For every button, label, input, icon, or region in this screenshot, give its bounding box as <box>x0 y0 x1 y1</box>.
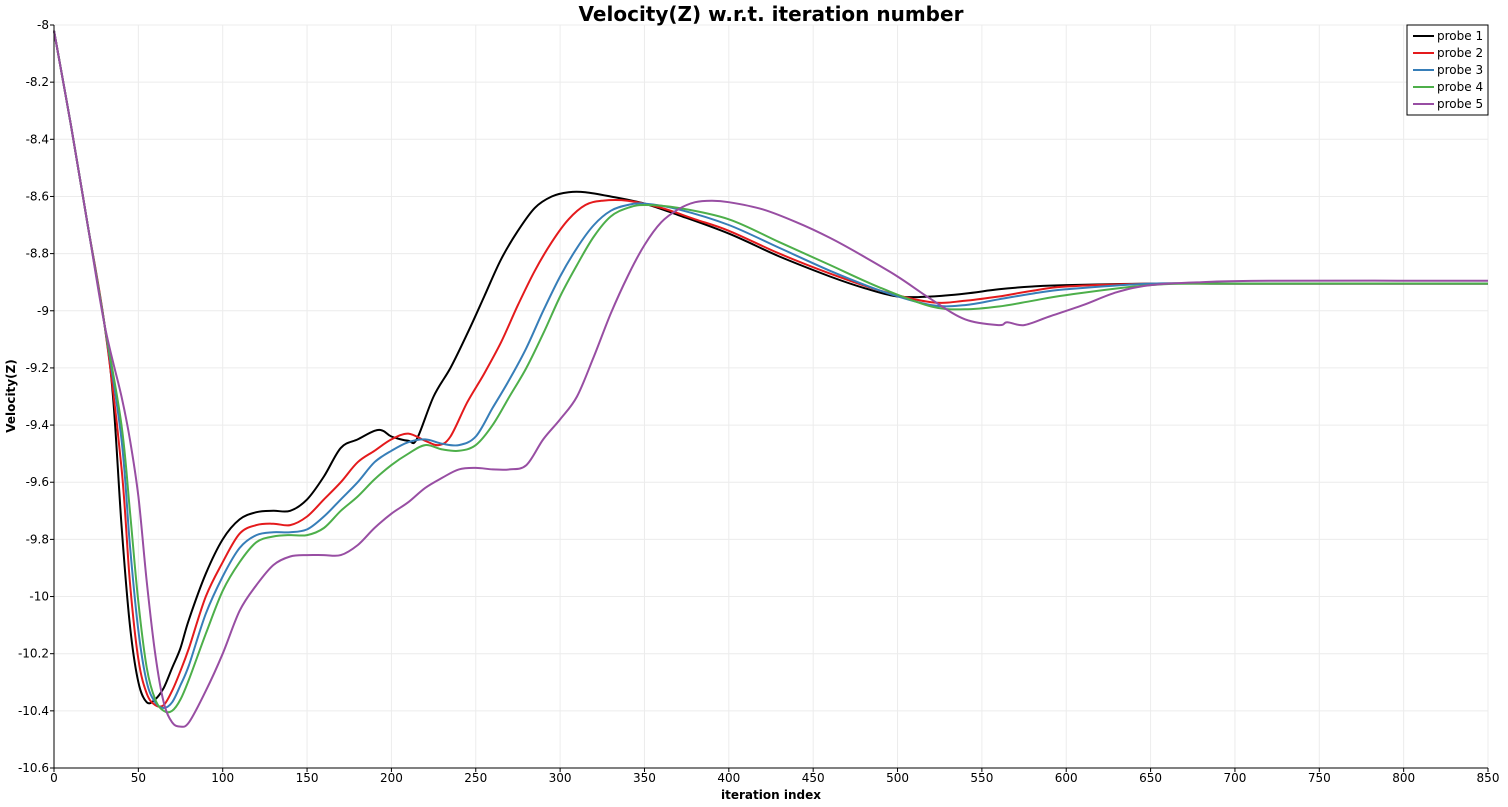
y-axis-title: Velocity(Z) <box>4 359 18 433</box>
x-tick-label: 250 <box>464 771 487 785</box>
series-line-probe-3 <box>53 30 1488 709</box>
x-tick-label: 650 <box>1139 771 1162 785</box>
x-tick-label: 450 <box>802 771 825 785</box>
y-tick-label: -8 <box>37 18 49 32</box>
y-tick-label: -10.2 <box>18 647 49 661</box>
y-tick-label: -10.4 <box>18 704 49 718</box>
series-line-probe-5 <box>53 30 1489 728</box>
x-tick-label: 750 <box>1308 771 1331 785</box>
x-tick-label: 100 <box>211 771 234 785</box>
x-tick-label: 800 <box>1392 771 1415 785</box>
y-tick-label: -8.8 <box>26 247 49 261</box>
x-tick-label: 0 <box>50 771 58 785</box>
x-tick-label: 600 <box>1055 771 1078 785</box>
legend-label: probe 5 <box>1437 97 1483 111</box>
legend-label: probe 4 <box>1437 80 1483 94</box>
x-tick-label: 400 <box>717 771 740 785</box>
x-tick-label: 700 <box>1223 771 1246 785</box>
x-tick-label: 300 <box>549 771 572 785</box>
x-axis-title: iteration index <box>721 788 821 802</box>
series-lines <box>53 30 1489 728</box>
series-line-probe-4 <box>53 30 1489 714</box>
x-tick-label: 500 <box>886 771 909 785</box>
axes <box>53 25 1488 769</box>
grid <box>53 24 1489 769</box>
y-tick-label: -8.2 <box>26 75 49 89</box>
y-tick-label: -9 <box>37 304 49 318</box>
series-line-probe-1 <box>53 30 1488 705</box>
x-tick-label: 350 <box>633 771 656 785</box>
legend-label: probe 3 <box>1437 63 1483 77</box>
y-tick-label: -9.2 <box>26 361 49 375</box>
y-tick-label: -10.6 <box>18 761 49 775</box>
y-tick-label: -9.6 <box>26 475 49 489</box>
legend-label: probe 2 <box>1437 46 1483 60</box>
y-tick-label: -9.4 <box>26 418 49 432</box>
y-tick-label: -8.6 <box>26 189 49 203</box>
y-tick-label: -8.4 <box>26 132 49 146</box>
legend-label: probe 1 <box>1437 29 1483 43</box>
x-tick-label: 50 <box>131 771 146 785</box>
x-tick-label: 850 <box>1477 771 1500 785</box>
y-axis-ticks: -8 -8.2 -8.4 -8.6 -8.8 -9 -9.2 -9.4 -9.6 -9.8 -10 -… <box>18 18 54 775</box>
x-axis-ticks: 0 50 100 150 200 250 300 350 400 450 500 550 600 650 7… <box>50 768 1499 785</box>
chart-title: Velocity(Z) w.r.t. iteration number <box>579 2 964 26</box>
x-tick-label: 200 <box>380 771 403 785</box>
y-tick-label: -9.8 <box>26 532 49 546</box>
legend: probe 1 probe 2 probe 3 probe 4 probe 5 <box>1406 24 1489 116</box>
x-tick-label: 550 <box>970 771 993 785</box>
y-tick-label: -10 <box>29 590 49 604</box>
x-tick-label: 150 <box>296 771 319 785</box>
